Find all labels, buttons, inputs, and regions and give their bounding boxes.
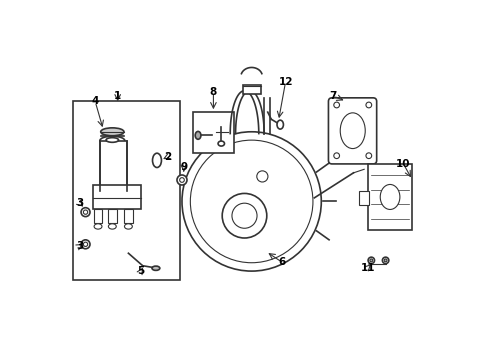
Bar (108, 208, 116, 223)
Text: 4: 4 (91, 96, 99, 107)
Ellipse shape (106, 138, 118, 142)
Ellipse shape (83, 242, 87, 247)
Ellipse shape (276, 120, 283, 129)
Ellipse shape (195, 131, 201, 139)
Circle shape (256, 171, 267, 182)
Text: 3: 3 (76, 198, 83, 208)
Ellipse shape (369, 259, 372, 262)
Bar (101, 132, 123, 136)
Text: 5: 5 (137, 266, 144, 276)
Circle shape (365, 102, 371, 108)
Text: 6: 6 (278, 257, 285, 267)
FancyBboxPatch shape (192, 112, 233, 153)
Ellipse shape (152, 266, 160, 270)
Text: 12: 12 (278, 77, 292, 87)
Bar (124, 208, 132, 223)
Bar (93, 185, 141, 208)
Ellipse shape (218, 141, 224, 146)
Text: 8: 8 (209, 87, 217, 98)
Ellipse shape (124, 224, 132, 229)
Circle shape (333, 153, 339, 158)
Text: 7: 7 (329, 91, 336, 101)
Bar (358, 191, 368, 205)
Circle shape (222, 193, 266, 238)
Text: 2: 2 (164, 152, 171, 162)
Ellipse shape (179, 178, 184, 182)
Ellipse shape (380, 184, 399, 210)
Ellipse shape (100, 136, 124, 145)
Ellipse shape (81, 208, 90, 217)
Bar (94, 208, 102, 223)
Text: 1: 1 (114, 91, 121, 101)
Circle shape (231, 203, 257, 228)
Ellipse shape (81, 240, 90, 249)
Bar (367, 164, 411, 230)
Ellipse shape (382, 257, 388, 264)
Ellipse shape (83, 210, 87, 214)
Ellipse shape (340, 113, 365, 149)
Text: 10: 10 (395, 159, 410, 169)
Circle shape (182, 132, 321, 271)
Bar (100, 141, 126, 191)
Ellipse shape (367, 257, 374, 264)
Ellipse shape (94, 224, 102, 229)
Ellipse shape (177, 175, 186, 185)
Circle shape (190, 140, 312, 263)
Ellipse shape (101, 128, 123, 136)
FancyBboxPatch shape (328, 98, 376, 164)
Circle shape (333, 102, 339, 108)
FancyBboxPatch shape (73, 102, 180, 280)
Ellipse shape (108, 224, 116, 229)
Text: 3: 3 (76, 241, 83, 251)
Ellipse shape (384, 259, 386, 262)
Bar (242, 85, 260, 94)
Text: 9: 9 (180, 162, 187, 172)
Ellipse shape (152, 153, 161, 167)
Text: 11: 11 (360, 262, 374, 273)
Circle shape (365, 153, 371, 158)
